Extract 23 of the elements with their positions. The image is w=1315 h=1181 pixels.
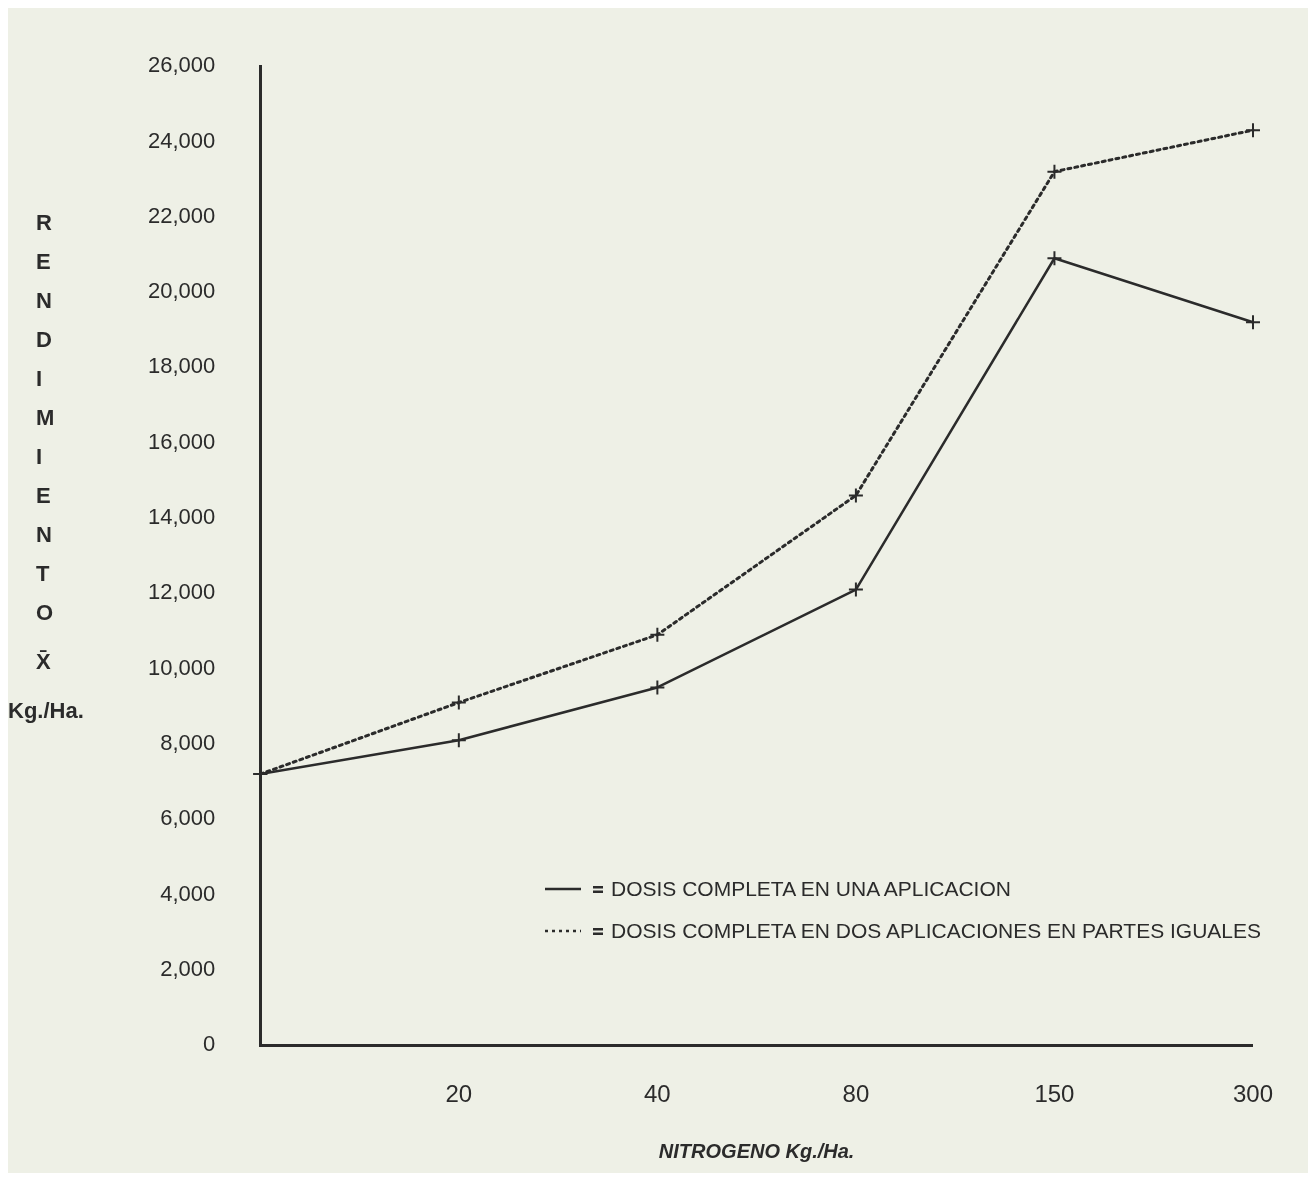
y-tick-label: 10,000: [147, 654, 216, 680]
y-tick-label: 8,000: [160, 730, 216, 756]
x-tick-label: 40: [644, 1080, 671, 1108]
y-tick-label: 16,000: [147, 428, 216, 454]
x-axis-title: NITROGENO Kg./Ha.: [658, 1139, 855, 1162]
x-tick-label: 20: [445, 1080, 473, 1108]
y-tick-label: 22,000: [147, 202, 216, 228]
text: RENDIMIENTO X̄ Kg./Ha.: [8, 210, 84, 723]
y-tick-label: 24,000: [147, 127, 216, 153]
y-tick-label: 6,000: [160, 805, 216, 831]
y-tick-label: 4,000: [160, 880, 216, 906]
x-tick-label: 300: [1232, 1080, 1273, 1108]
y-tick-label: 12,000: [147, 579, 216, 605]
legend-label: DOSIS COMPLETA EN UNA APLICACION: [611, 876, 1011, 902]
legend-label: DOSIS COMPLETA EN DOS APLICACIONES EN PARTES IGUALES: [611, 918, 1262, 944]
y-tick-label: 20,000: [147, 278, 216, 304]
y-tick-label: 14,000: [147, 504, 216, 530]
x-tick-label: 150: [1034, 1080, 1075, 1108]
y-tick-label: 18,000: [147, 353, 216, 379]
y-tick-label: 0: [203, 1031, 216, 1057]
y-tick-label: 2,000: [160, 955, 216, 981]
y-tick-label: 26,000: [147, 52, 216, 78]
x-tick-label: 80: [842, 1080, 870, 1108]
